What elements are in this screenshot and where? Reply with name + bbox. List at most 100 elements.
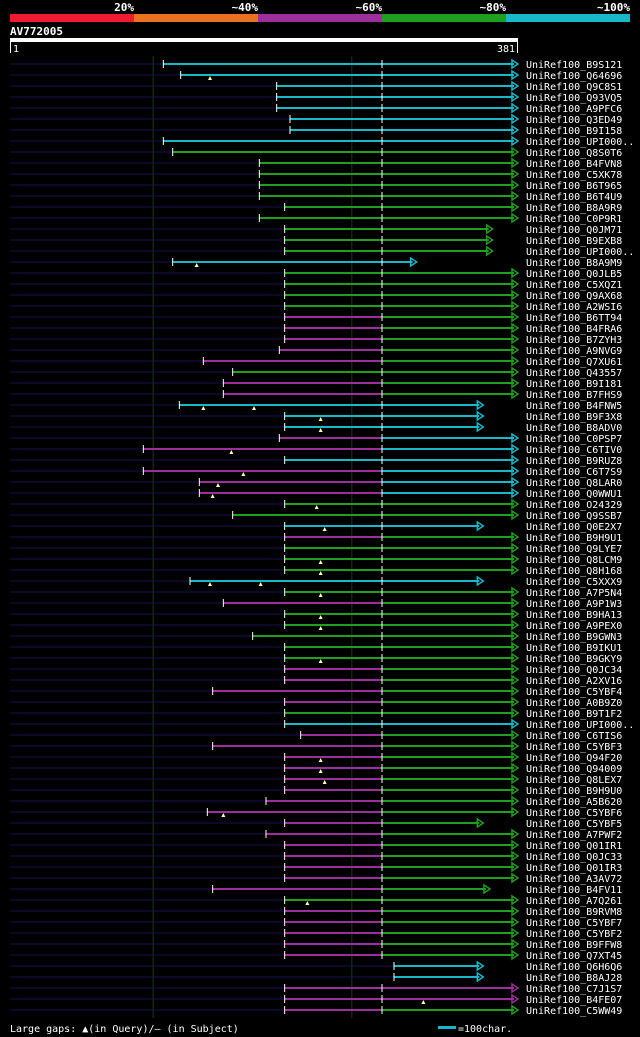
hit-row[interactable]: UniRef100_Q0JLB5 [10,267,622,280]
hit-row[interactable]: UniRef100_B6TT94 [10,311,622,324]
hit-label[interactable]: UniRef100_B8AJ28 [526,973,622,984]
hit-row[interactable]: UniRef100_B7ZYH3 [10,333,622,346]
hit-row[interactable]: UniRef100_C6T7S9 [10,465,622,478]
hit-row[interactable]: UniRef100_A3AV72 [10,872,622,885]
hit-row[interactable]: UniRef100_C5YBF5 [10,817,622,830]
hit-label[interactable]: UniRef100_C5XXX9 [526,577,622,588]
hit-label[interactable]: UniRef100_B9H9U1 [526,533,622,544]
hit-label[interactable]: UniRef100_B9RVM8 [526,907,622,918]
hit-label[interactable]: UniRef100_B9I158 [526,126,622,137]
hit-label[interactable]: UniRef100_Q01IR1 [526,841,622,852]
hit-row[interactable]: UniRef100_B9I181 [10,377,622,390]
hit-label[interactable]: UniRef100_Q0JM71 [526,225,622,236]
hit-label[interactable]: UniRef100_A3AV72 [526,874,622,885]
hit-row[interactable]: UniRef100_B8ADV0 [10,421,622,434]
hit-row[interactable]: UniRef100_Q9LYE7 [10,542,622,555]
hit-row[interactable]: UniRef100_B7FHS9 [10,388,622,401]
hit-row[interactable]: UniRef100_A9NVG9 [10,344,622,357]
hit-row[interactable]: UniRef100_C5XQZ1 [10,278,622,291]
hit-row[interactable]: UniRef100_B6T965 [10,179,622,192]
hit-label[interactable]: UniRef100_B7ZYH3 [526,335,622,346]
hit-label[interactable]: UniRef100_Q3ED49 [526,115,622,126]
hit-row[interactable]: UniRef100_B9GWN3 [10,630,622,643]
hit-label[interactable]: UniRef100_B4FV11 [526,885,622,896]
hit-label[interactable]: UniRef100_C5XK78 [526,170,622,181]
hit-label[interactable]: UniRef100_A2XV16 [526,676,622,687]
hit-row[interactable]: UniRef100_Q0JC33 [10,850,622,863]
hit-label[interactable]: UniRef100_Q0JC34 [526,665,622,676]
hit-row[interactable]: UniRef100_C6TIV0 [10,443,622,456]
hit-label[interactable]: UniRef100_Q94F20 [526,753,622,764]
hit-row[interactable]: UniRef100_UPI000.. [10,718,634,731]
hit-row[interactable]: UniRef100_B8A9M9 [10,256,622,269]
hit-label[interactable]: UniRef100_B9RUZ8 [526,456,622,467]
hit-row[interactable]: UniRef100_A7Q261 [10,894,622,907]
hit-row[interactable]: UniRef100_Q94F20 [10,751,622,764]
hit-label[interactable]: UniRef100_C5YBF6 [526,808,622,819]
hit-label[interactable]: UniRef100_Q8LCM9 [526,555,622,566]
hit-label[interactable]: UniRef100_B7FHS9 [526,390,622,401]
hit-row[interactable]: UniRef100_B4FE07 [10,993,622,1006]
hit-label[interactable]: UniRef100_C5YBF3 [526,742,622,753]
hit-row[interactable]: UniRef100_Q94009 [10,762,622,775]
hit-row[interactable]: UniRef100_Q6H6Q6 [10,960,622,973]
hit-row[interactable]: UniRef100_Q93VQ5 [10,91,622,104]
hit-row[interactable]: UniRef100_C5XXX9 [10,575,622,588]
hit-row[interactable]: UniRef100_A7P5N4 [10,586,622,599]
hit-label[interactable]: UniRef100_A7PWF2 [526,830,622,841]
hit-label[interactable]: UniRef100_Q8LEX7 [526,775,622,786]
hit-label[interactable]: UniRef100_Q0E2X7 [526,522,622,533]
hit-row[interactable]: UniRef100_Q9SSB7 [10,509,622,522]
hit-label[interactable]: UniRef100_B9IKU1 [526,643,622,654]
hit-row[interactable]: UniRef100_UPI000.. [10,245,634,258]
hit-label[interactable]: UniRef100_A7Q261 [526,896,622,907]
hit-label[interactable]: UniRef100_B4FE07 [526,995,622,1006]
hit-label[interactable]: UniRef100_C5XQZ1 [526,280,622,291]
hit-row[interactable]: UniRef100_C5YBF3 [10,740,622,753]
hit-label[interactable]: UniRef100_B8A9R9 [526,203,622,214]
hit-label[interactable]: UniRef100_B4FVN8 [526,159,622,170]
hit-label[interactable]: UniRef100_A9NVG9 [526,346,622,357]
hit-row[interactable]: UniRef100_B9EXB8 [10,234,622,247]
hit-label[interactable]: UniRef100_Q9LYE7 [526,544,622,555]
hit-row[interactable]: UniRef100_C5YBF6 [10,806,622,819]
hit-label[interactable]: UniRef100_A9PEX0 [526,621,622,632]
hit-row[interactable]: UniRef100_B9IKU1 [10,641,622,654]
hit-row[interactable]: UniRef100_A9P1W3 [10,597,622,610]
hit-row[interactable]: UniRef100_Q7XT45 [10,949,622,962]
hit-label[interactable]: UniRef100_B4FNW5 [526,401,622,412]
hit-label[interactable]: UniRef100_Q9AX68 [526,291,622,302]
hit-row[interactable]: UniRef100_A2XV16 [10,674,622,687]
hit-label[interactable]: UniRef100_B9HA13 [526,610,622,621]
hit-label[interactable]: UniRef100_C5YBF2 [526,929,622,940]
hit-label[interactable]: UniRef100_Q6H6Q6 [526,962,622,973]
hit-row[interactable]: UniRef100_B9FFW8 [10,938,622,951]
hit-label[interactable]: UniRef100_B6TT94 [526,313,622,324]
hit-row[interactable]: UniRef100_B9T1F2 [10,707,622,720]
hit-label[interactable]: UniRef100_Q8H168 [526,566,622,577]
hit-row[interactable]: UniRef100_A2WSI6 [10,300,622,313]
hit-label[interactable]: UniRef100_O24329 [526,500,622,511]
hit-label[interactable]: UniRef100_Q0JC33 [526,852,622,863]
hit-row[interactable]: UniRef100_Q9C8S1 [10,80,622,93]
hit-label[interactable]: UniRef100_Q01IR3 [526,863,622,874]
hit-row[interactable]: UniRef100_B9RUZ8 [10,454,622,467]
hit-row[interactable]: UniRef100_Q01IR1 [10,839,622,852]
hit-label[interactable]: UniRef100_UPI000.. [526,137,634,148]
hit-label[interactable]: UniRef100_A2WSI6 [526,302,622,313]
hit-label[interactable]: UniRef100_B6T965 [526,181,622,192]
hit-label[interactable]: UniRef100_A7P5N4 [526,588,622,599]
hit-row[interactable]: UniRef100_Q01IR3 [10,861,622,874]
hit-row[interactable]: UniRef100_B9RVM8 [10,905,622,918]
hit-row[interactable]: UniRef100_A9PEX0 [10,619,622,632]
hit-row[interactable]: UniRef100_Q64696 [10,69,622,82]
hit-row[interactable]: UniRef100_C0P9R1 [10,212,622,225]
hit-row[interactable]: UniRef100_B4FV11 [10,883,622,896]
hit-row[interactable]: UniRef100_B9H9U1 [10,531,622,544]
hit-row[interactable]: UniRef100_B8A9R9 [10,201,622,214]
hit-label[interactable]: UniRef100_C5YBF7 [526,918,622,929]
hit-row[interactable]: UniRef100_C0PSP7 [10,432,622,445]
hit-label[interactable]: UniRef100_Q7XU61 [526,357,622,368]
hit-row[interactable]: UniRef100_Q3ED49 [10,113,622,126]
hit-label[interactable]: UniRef100_B8ADV0 [526,423,622,434]
